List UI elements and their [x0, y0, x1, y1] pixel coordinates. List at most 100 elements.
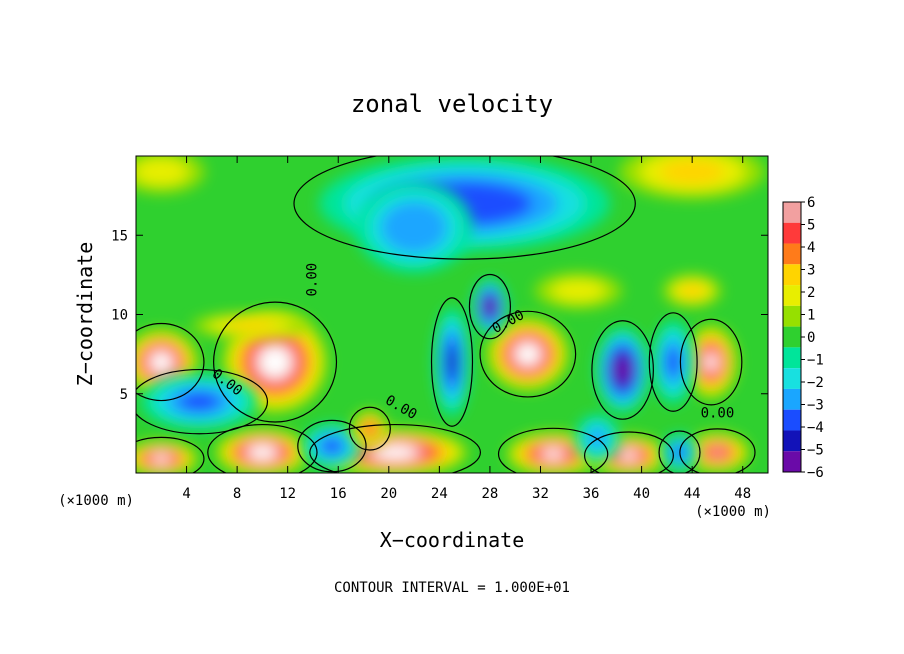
- zero-contours: [136, 156, 756, 473]
- field-feature: [434, 307, 470, 417]
- field-level: [543, 449, 563, 459]
- colorbar-label: 5: [807, 218, 815, 234]
- field-level: [154, 355, 169, 369]
- field-level: [321, 438, 343, 454]
- field-level: [153, 454, 169, 463]
- field-feature: [136, 440, 198, 473]
- x-tick-label: 28: [481, 486, 498, 502]
- zero-contour: [591, 320, 654, 420]
- field-feature: [352, 410, 388, 447]
- colorbar-swatch: [783, 451, 801, 472]
- field-feature: [663, 274, 722, 308]
- field-level: [136, 158, 189, 186]
- colorbar-swatch: [783, 222, 801, 244]
- colorbar-swatch: [783, 430, 801, 452]
- colorbar-label: −4: [807, 420, 824, 436]
- colorbar-label: −6: [807, 465, 824, 481]
- y-tick-label: 15: [111, 228, 128, 244]
- colorbar-label: 2: [807, 285, 815, 301]
- zero-contour: [297, 419, 367, 473]
- field-level: [621, 451, 637, 460]
- x-tick-label: 44: [684, 486, 701, 502]
- x-tick-label: 12: [279, 486, 296, 502]
- colorbar-swatch: [783, 368, 801, 389]
- x-tick-label: 48: [734, 486, 751, 502]
- colorbar-label: −2: [807, 375, 824, 391]
- colorbar-swatch: [783, 388, 801, 410]
- plot-area: [136, 156, 768, 473]
- field-level: [393, 211, 435, 244]
- field-feature: [136, 156, 205, 194]
- colorbar-label: 6: [807, 195, 815, 211]
- field-feature: [302, 424, 361, 468]
- field-feature: [506, 432, 600, 473]
- field-level: [520, 347, 536, 361]
- colorbar-swatch: [783, 305, 801, 327]
- field-feature: [222, 311, 328, 414]
- chart-title: zonal velocity: [351, 90, 553, 118]
- y-tick-label: 5: [120, 387, 128, 403]
- x-tick-label: 20: [380, 486, 397, 502]
- colorbar-swatch: [783, 347, 801, 369]
- colorbar-label: −3: [807, 398, 824, 414]
- zero-contour: [584, 431, 674, 473]
- colorbar-label: −1: [807, 353, 824, 369]
- x-unit-left: (×1000 m): [58, 493, 134, 509]
- field-level: [705, 354, 717, 370]
- contour-label: 0.00: [305, 263, 321, 297]
- x-tick-label: 40: [633, 486, 650, 502]
- field-feature: [596, 328, 649, 412]
- field-level: [551, 279, 606, 302]
- field-feature: [619, 156, 765, 200]
- colorbar-swatch: [783, 202, 801, 223]
- colorbar-swatch: [783, 285, 801, 306]
- x-axis-label: X−coordinate: [380, 528, 525, 552]
- field-feature: [355, 181, 473, 273]
- zero-contour: [430, 297, 474, 427]
- zero-contour: [213, 301, 338, 423]
- field-level: [447, 346, 457, 378]
- zero-contour: [479, 310, 577, 398]
- x-tick-label: 32: [532, 486, 549, 502]
- field-feature: [487, 317, 569, 391]
- field-feature: [141, 374, 258, 430]
- field-level: [587, 427, 608, 449]
- zero-contour: [207, 423, 318, 473]
- field-level: [178, 392, 220, 412]
- contour-label: 0.00: [701, 406, 735, 422]
- field-feature: [685, 432, 750, 473]
- colorbar-swatch: [783, 243, 801, 265]
- velocity-field: [136, 156, 765, 473]
- zero-contour: [648, 312, 698, 412]
- field-feature: [684, 325, 738, 399]
- x-axis: 4 8 12 16 20 24 28 32 36 40 44 48: [182, 156, 751, 502]
- field-feature: [575, 414, 620, 462]
- field-level: [486, 300, 494, 313]
- x-tick-label: 24: [431, 486, 448, 502]
- field-level: [666, 347, 681, 377]
- zero-contour: [136, 322, 205, 402]
- field-level: [679, 283, 706, 299]
- colorbar-swatch: [783, 264, 801, 286]
- x-unit-right: (×1000 m): [695, 504, 771, 520]
- field-level: [253, 447, 272, 457]
- colorbar-label: 1: [807, 308, 815, 324]
- colorbar-label: 3: [807, 263, 815, 279]
- field-level: [659, 159, 725, 185]
- zero-contour: [293, 156, 636, 260]
- zero-contour: [679, 428, 756, 473]
- field-level: [709, 447, 726, 458]
- x-tick-label: 36: [583, 486, 600, 502]
- field-level: [617, 361, 629, 379]
- field-feature: [215, 428, 309, 473]
- y-tick-label: 10: [111, 308, 128, 324]
- y-axis: 5 10 15: [111, 228, 768, 403]
- field-level: [381, 447, 409, 457]
- zero-contour: [468, 273, 511, 340]
- field-level: [265, 352, 285, 372]
- zero-contour: [136, 368, 269, 435]
- y-axis-label: Z−coordinate: [73, 242, 97, 387]
- zero-contour: [658, 430, 701, 473]
- field-level: [223, 319, 276, 332]
